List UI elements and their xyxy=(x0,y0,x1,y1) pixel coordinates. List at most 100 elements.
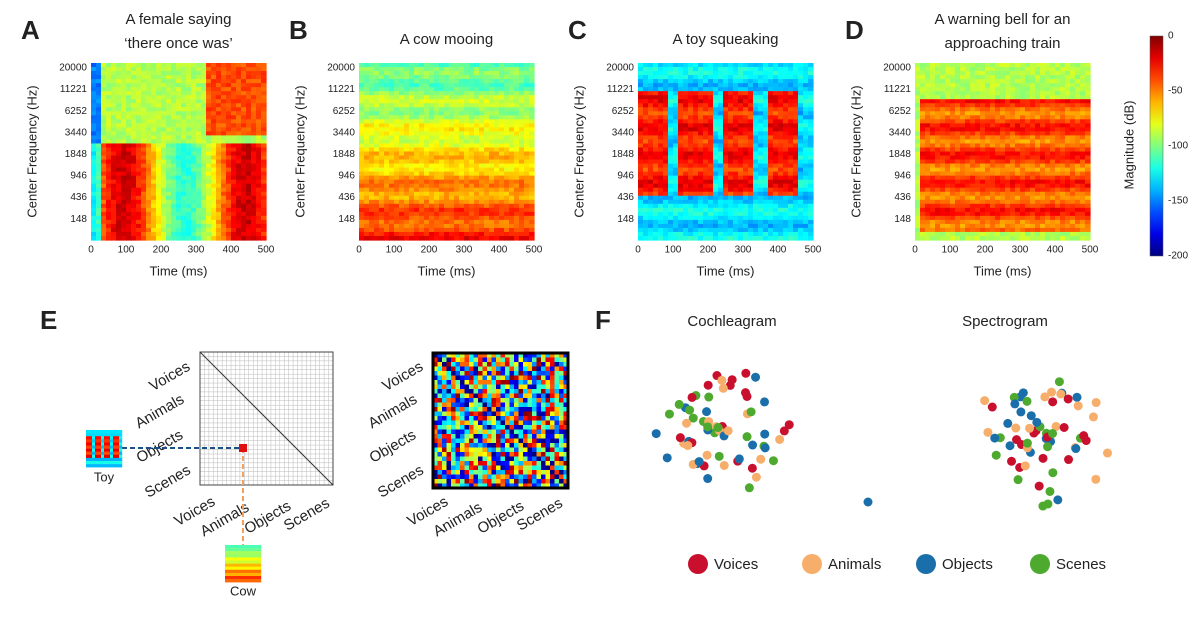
spectrogram-cell xyxy=(136,192,142,197)
spectrogram-cell xyxy=(399,63,405,68)
spectrogram-cell xyxy=(648,95,654,100)
spectrogram-cell xyxy=(131,135,137,140)
spectrogram-cell xyxy=(176,160,182,165)
spectrogram-cell xyxy=(101,160,107,165)
spectrogram-cell xyxy=(925,147,931,152)
spectrogram-cell xyxy=(499,87,505,92)
spectrogram-cell xyxy=(399,95,405,100)
spectrogram-cell xyxy=(414,91,420,96)
spectrogram-cell xyxy=(688,91,694,96)
spectrogram-cell xyxy=(773,95,779,100)
spectrogram-cell xyxy=(499,160,505,165)
spectrogram-cell xyxy=(394,212,400,217)
spectrogram-cell xyxy=(414,71,420,76)
spectrogram-cell xyxy=(156,168,162,173)
spectrogram-cell xyxy=(409,204,415,209)
spectrogram-cell xyxy=(429,180,435,185)
spectrogram-cell xyxy=(96,99,102,104)
spectrogram-cell xyxy=(231,232,237,237)
spectrogram-cell xyxy=(514,212,520,217)
spectrogram-cell xyxy=(141,216,147,221)
spectrogram-cell xyxy=(186,216,192,221)
spectrogram-cell xyxy=(464,131,470,136)
spectrogram-cell xyxy=(469,172,475,177)
spectrogram-cell xyxy=(484,192,490,197)
spectrogram-cell xyxy=(935,232,941,237)
spectrogram-cell xyxy=(131,180,137,185)
spectrogram-cell xyxy=(788,143,794,148)
spectrogram-cell xyxy=(379,71,385,76)
spectrogram-cell xyxy=(920,79,926,84)
spectrogram-cell xyxy=(121,75,127,80)
spectrogram-cell xyxy=(504,103,510,108)
spectrogram-cell xyxy=(803,131,809,136)
spectrogram-cell xyxy=(773,111,779,116)
spectrogram-cell xyxy=(251,107,257,112)
spectrogram-cell xyxy=(439,172,445,177)
spectrogram-cell xyxy=(181,147,187,152)
spectrogram-cell xyxy=(379,75,385,80)
spectrogram-cell xyxy=(643,224,649,229)
spectrogram-cell xyxy=(171,232,177,237)
spectrogram-cell xyxy=(930,204,936,209)
spectrogram-cell xyxy=(151,160,157,165)
spectrogram-cell xyxy=(171,220,177,225)
spectrogram-cell xyxy=(728,216,734,221)
spectrogram-cell xyxy=(236,224,242,229)
spectrogram-cell xyxy=(161,107,167,112)
spectrogram-cell xyxy=(201,91,207,96)
spectrogram-cell xyxy=(514,168,520,173)
spectrogram-cell xyxy=(186,188,192,193)
spectrogram-cell xyxy=(246,224,252,229)
spectrogram-cell xyxy=(743,212,749,217)
panel-title: approaching train xyxy=(945,35,1061,52)
spectrogram-cell xyxy=(673,208,679,213)
spectrogram-cell xyxy=(738,119,744,124)
spectrogram-cell xyxy=(389,232,395,237)
spectrogram-cell xyxy=(653,119,659,124)
spectrogram-cell xyxy=(176,164,182,169)
spectrogram-cell xyxy=(439,95,445,100)
x-tick-label: 300 xyxy=(735,245,752,256)
spectrogram-cell xyxy=(663,115,669,120)
spectrogram-cell xyxy=(236,139,242,144)
spectrogram-cell xyxy=(166,232,172,237)
spectrogram-cell xyxy=(773,131,779,136)
spectrogram-cell xyxy=(246,107,252,112)
spectrogram-cell xyxy=(728,220,734,225)
spectrogram-cell xyxy=(673,204,679,209)
spectrogram-cell xyxy=(638,131,644,136)
spectrogram-cell xyxy=(429,176,435,181)
spectrogram-cell xyxy=(653,83,659,88)
spectrogram-cell xyxy=(529,131,535,136)
spectrogram-cell xyxy=(703,107,709,112)
spectrogram-cell xyxy=(514,192,520,197)
spectrogram-cell xyxy=(728,196,734,201)
spectrogram-cell xyxy=(384,147,390,152)
spectrogram-cell xyxy=(708,196,714,201)
spectrogram-cell xyxy=(738,67,744,72)
spectrogram-cell xyxy=(945,176,951,181)
spectrogram-cell xyxy=(454,220,460,225)
spectrogram-cell xyxy=(389,164,395,169)
spectrogram-cell xyxy=(439,131,445,136)
spectrogram-cell xyxy=(643,184,649,189)
spectrogram-cell xyxy=(241,164,247,169)
spectrogram-cell xyxy=(256,176,262,181)
spectrogram-cell xyxy=(96,79,102,84)
spectrogram-cell xyxy=(121,184,127,189)
spectrogram-cell xyxy=(146,184,152,189)
spectrogram-cell xyxy=(638,192,644,197)
spectrogram-cell xyxy=(449,220,455,225)
spectrogram-cell xyxy=(643,180,649,185)
spectrogram-cell xyxy=(261,172,267,177)
spectrogram-cell xyxy=(369,75,375,80)
spectrogram-cell xyxy=(191,115,197,120)
spectrogram-cell xyxy=(111,75,117,80)
spectrogram-cell xyxy=(915,123,921,128)
spectrogram-cell xyxy=(404,91,410,96)
spectrogram-cell xyxy=(394,147,400,152)
spectrogram-cell xyxy=(379,212,385,217)
spectrogram-cell xyxy=(748,127,754,132)
spectrogram-cell xyxy=(141,212,147,217)
